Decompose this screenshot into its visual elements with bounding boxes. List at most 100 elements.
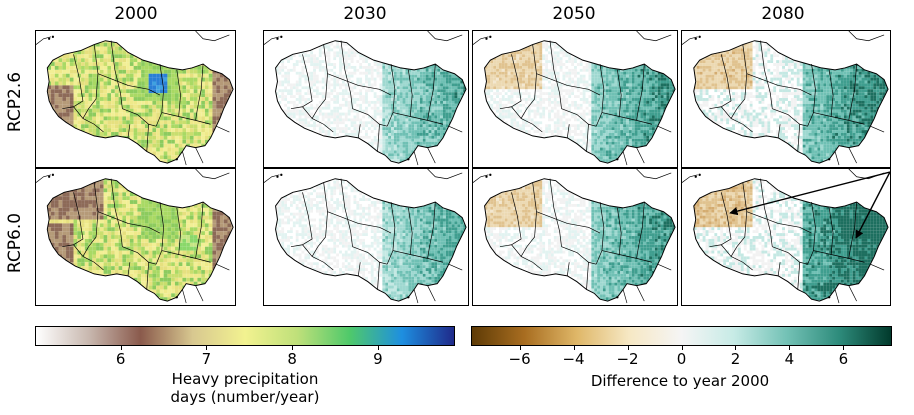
country-border — [427, 202, 436, 259]
country-border — [730, 182, 748, 257]
colorbar-right-tick: 6 — [839, 350, 849, 368]
colorbar-right-tick: 4 — [785, 350, 795, 368]
country-border — [195, 147, 204, 164]
country-border — [327, 211, 392, 234]
colorbar-right-tick: −2 — [616, 350, 638, 368]
country-border — [413, 151, 419, 166]
island-marker — [485, 175, 488, 178]
colorbar-left-tick: 8 — [287, 350, 297, 368]
country-border — [813, 250, 865, 263]
country-border — [617, 69, 622, 117]
country-border — [311, 44, 328, 119]
country-border — [511, 106, 543, 133]
country-border — [427, 169, 463, 180]
country-border — [377, 262, 380, 290]
country-border — [848, 64, 857, 121]
colorbar-tick-mark — [120, 346, 122, 350]
country-border — [97, 211, 161, 234]
colorbar-left-label-line1: Heavy precipitation — [130, 370, 360, 388]
column-title-2050: 2050 — [474, 4, 674, 24]
country-border — [195, 285, 204, 302]
country-border — [834, 289, 840, 304]
coastline — [693, 178, 889, 302]
island-marker — [616, 158, 619, 161]
country-border — [216, 125, 230, 133]
country-border — [730, 44, 748, 119]
country-border — [146, 262, 149, 290]
country-border — [264, 174, 280, 183]
map-svg — [473, 31, 676, 166]
country-border — [586, 262, 589, 290]
country-border — [566, 262, 570, 276]
country-border — [448, 263, 463, 271]
column-title-2080: 2080 — [683, 4, 883, 24]
country-border — [828, 69, 834, 117]
country-border — [182, 151, 187, 166]
island-marker — [51, 173, 55, 176]
country-border — [352, 246, 388, 265]
country-border — [636, 147, 645, 164]
colorbar-tick-mark — [292, 346, 294, 350]
country-border — [82, 44, 99, 119]
country-border — [520, 182, 537, 257]
country-border — [195, 169, 230, 180]
map-svg — [36, 31, 234, 166]
country-border — [601, 112, 653, 125]
colorbar-difference — [471, 326, 892, 346]
coastline — [46, 40, 234, 164]
country-border — [636, 169, 672, 180]
map-svg — [264, 169, 467, 304]
map-panel-rcp26-2080 — [681, 30, 891, 168]
island-marker — [280, 173, 283, 176]
country-border — [36, 36, 52, 45]
country-border — [709, 192, 732, 248]
country-border — [195, 31, 230, 42]
country-border — [834, 151, 840, 166]
country-border — [499, 192, 522, 248]
island-marker — [694, 175, 697, 178]
country-border — [427, 31, 463, 42]
country-border — [161, 112, 211, 125]
country-border — [161, 250, 211, 263]
country-border — [392, 112, 444, 125]
map-panel-rcp60-2000 — [35, 168, 236, 306]
colorbar-tick-mark — [735, 346, 737, 350]
country-border — [848, 202, 857, 259]
country-border — [617, 207, 622, 255]
country-border — [357, 124, 361, 138]
country-border — [636, 202, 645, 259]
country-border — [636, 64, 645, 121]
country-border — [797, 124, 801, 152]
country-border — [682, 36, 698, 45]
country-border — [377, 124, 380, 152]
country-border — [720, 244, 753, 271]
island-marker — [827, 158, 831, 161]
colorbar-right-tick: −4 — [562, 350, 584, 368]
colorbar-tick-mark — [789, 346, 791, 350]
country-border — [682, 174, 698, 183]
colorbar-tick-mark — [627, 346, 629, 350]
colorbar-left-label-line2: days (number/year) — [130, 388, 360, 406]
map-svg — [473, 169, 676, 304]
country-border — [709, 54, 732, 110]
country-border — [595, 201, 605, 265]
colorbar-right-tick: 0 — [677, 350, 687, 368]
colorbar-right-label: Difference to year 2000 — [520, 372, 840, 390]
country-border — [392, 250, 444, 263]
country-border — [536, 211, 601, 234]
country-border — [127, 124, 131, 138]
island-marker — [489, 173, 492, 176]
country-border — [146, 124, 149, 152]
island-marker — [407, 158, 410, 161]
island-marker — [827, 296, 831, 299]
island-marker — [616, 296, 619, 299]
country-border — [657, 263, 672, 271]
coastline — [484, 178, 676, 302]
coastline — [46, 178, 234, 302]
island-marker — [694, 37, 697, 40]
country-border — [413, 289, 419, 304]
colorbar-left-tick: 9 — [373, 350, 383, 368]
island-marker — [276, 175, 279, 178]
country-border — [797, 262, 801, 290]
map-panel-rcp26-2030 — [263, 30, 469, 168]
